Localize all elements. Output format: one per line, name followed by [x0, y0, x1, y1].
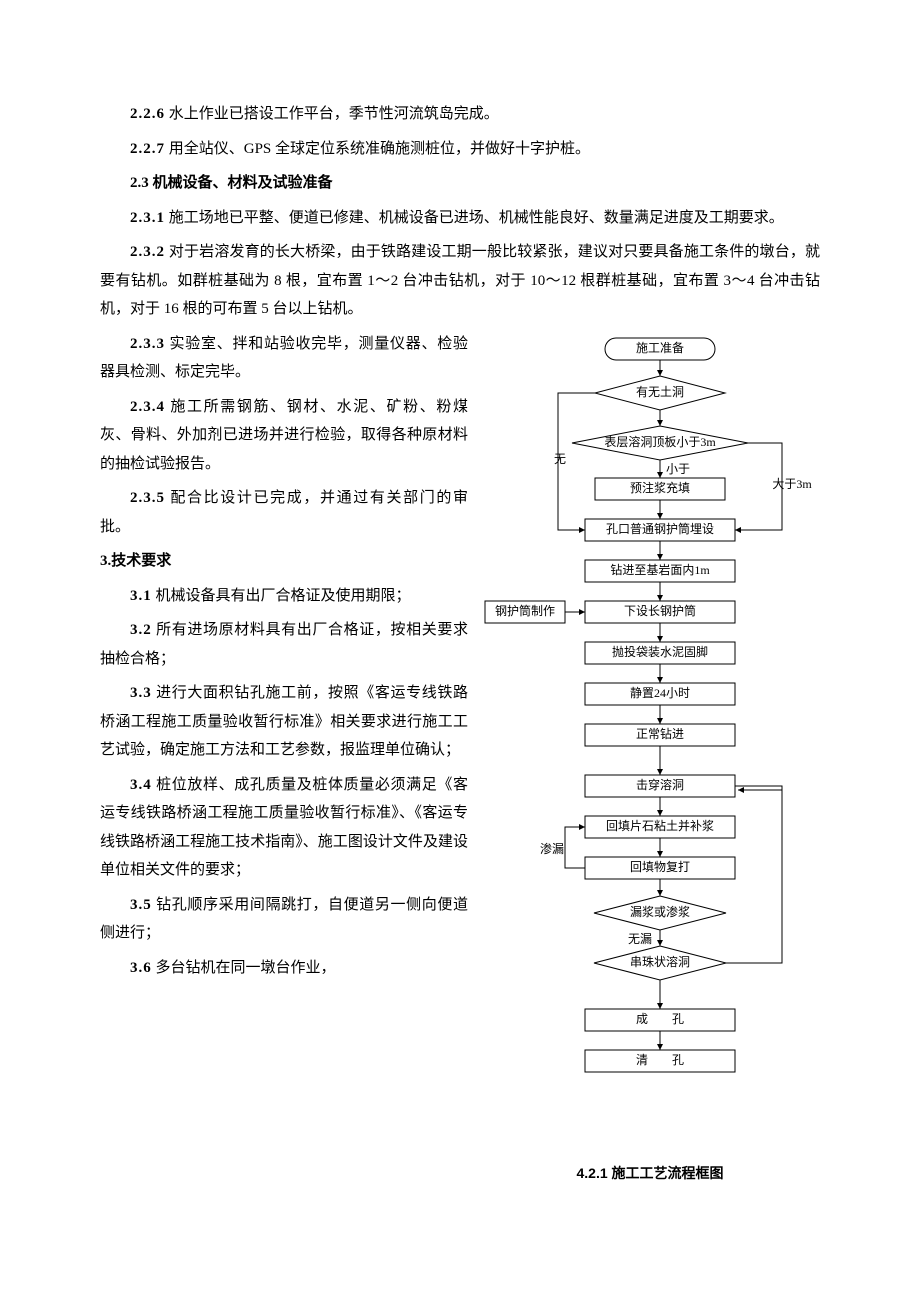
- num-35: 3.5: [130, 897, 152, 913]
- num-32: 3.2: [130, 622, 152, 638]
- figure-caption: 4.2.1 施工工艺流程框图: [480, 1160, 820, 1187]
- num-36: 3.6: [130, 960, 152, 976]
- flow-n6: 钻进至基岩面内1m: [610, 561, 710, 576]
- txt-227: 用全站仪、GPS 全球定位系统准确施测桩位，并做好十字护桩。: [165, 141, 590, 157]
- para-2-3-5: 2.3.5 配合比设计已完成，并通过有关部门的审批。: [100, 484, 468, 541]
- label-dayu: 大于3m: [772, 476, 812, 490]
- flow-n4: 预注浆充填: [630, 479, 690, 494]
- para-2-3-1: 2.3.1 施工场地已平整、便道已修建、机械设备已进场、机械性能良好、数量满足进…: [100, 204, 820, 233]
- two-column-region: 2.3.3 实验室、拌和站验收完毕，测量仪器、检验器具检测、标定完毕。 2.3.…: [100, 330, 820, 1187]
- num-233: 2.3.3: [130, 336, 165, 352]
- document-body: 2.2.6 水上作业已搭设工作平台，季节性河流筑岛完成。 2.2.7 用全站仪、…: [100, 100, 820, 1186]
- num-234: 2.3.4: [130, 399, 165, 415]
- para-3-1: 3.1 机械设备具有出厂合格证及使用期限；: [100, 582, 468, 611]
- heading-3: 3.技术要求: [100, 547, 468, 576]
- para-3-3: 3.3 进行大面积钻孔施工前，按照《客运专线铁路桥涵工程施工质量验收暂行标准》相…: [100, 679, 468, 765]
- txt-33: 进行大面积钻孔施工前，按照《客运专线铁路桥涵工程施工质量验收暂行标准》相关要求进…: [100, 685, 468, 758]
- label-wu1: 无: [554, 451, 566, 465]
- para-3-6: 3.6 多台钻机在同一墩台作业，: [100, 954, 468, 983]
- para-3-2: 3.2 所有进场原材料具有出厂合格证，按相关要求抽检合格；: [100, 616, 468, 673]
- flow-n11: 击穿溶洞: [636, 776, 684, 791]
- left-column: 2.3.3 实验室、拌和站验收完毕，测量仪器、检验器具检测、标定完毕。 2.3.…: [100, 330, 468, 989]
- flow-n1: 施工准备: [636, 340, 684, 354]
- num-227: 2.2.7: [130, 141, 165, 157]
- txt-36: 多台钻机在同一墩台作业，: [152, 960, 336, 976]
- label-shenlou: 渗漏: [540, 840, 564, 855]
- txt-226: 水上作业已搭设工作平台，季节性河流筑岛完成。: [165, 106, 499, 122]
- num-31: 3.1: [130, 588, 152, 604]
- txt-231: 施工场地已平整、便道已修建、机械设备已进场、机械性能良好、数量满足进度及工期要求…: [165, 210, 784, 226]
- label-xiaoyu: 小于: [666, 461, 690, 475]
- txt-32: 所有进场原材料具有出厂合格证，按相关要求抽检合格；: [100, 622, 468, 667]
- num-231: 2.3.1: [130, 210, 165, 226]
- txt-35: 钻孔顺序采用间隔跳打，自便道另一侧向便道侧进行；: [100, 897, 468, 942]
- flow-n3: 表层溶洞顶板小于3m: [604, 433, 716, 448]
- heading-2-3: 2.3 机械设备、材料及试验准备: [100, 169, 820, 198]
- flow-n12: 回填片石粘土并补浆: [606, 817, 714, 832]
- flow-n17: 清 孔: [636, 1052, 684, 1066]
- flow-n5: 孔口普通钢护筒埋设: [606, 520, 714, 535]
- flow-n9: 静置24小时: [630, 685, 690, 699]
- para-2-3-2: 2.3.2 对于岩溶发育的长大桥梁，由于铁路建设工期一般比较紧张，建议对只要具备…: [100, 238, 820, 324]
- para-3-5: 3.5 钻孔顺序采用间隔跳打，自便道另一侧向便道侧进行；: [100, 891, 468, 948]
- right-column: 施工准备 有无土洞 表层溶洞顶板小于3m 无 小于: [480, 330, 820, 1187]
- para-3-4: 3.4 桩位放样、成孔质量及桩体质量必须满足《客运专线铁路桥涵工程施工质量验收暂…: [100, 771, 468, 885]
- num-226: 2.2.6: [130, 106, 165, 122]
- para-2-3-3: 2.3.3 实验室、拌和站验收完毕，测量仪器、检验器具检测、标定完毕。: [100, 330, 468, 387]
- flow-n2: 有无土洞: [636, 384, 684, 398]
- txt-232: 对于岩溶发育的长大桥梁，由于铁路建设工期一般比较紧张，建议对只要具备施工条件的墩…: [100, 244, 820, 317]
- flow-n16: 成 孔: [636, 1011, 684, 1025]
- num-232: 2.3.2: [130, 244, 165, 260]
- para-2-3-4: 2.3.4 施工所需钢筋、钢材、水泥、矿粉、粉煤灰、骨料、外加剂已进场并进行检验…: [100, 393, 468, 479]
- flow-n7: 下设长钢护筒: [624, 602, 696, 617]
- h3-text: 3.技术要求: [100, 553, 171, 569]
- txt-31: 机械设备具有出厂合格证及使用期限；: [152, 588, 411, 604]
- num-33: 3.3: [130, 685, 152, 701]
- para-2-2-7: 2.2.7 用全站仪、GPS 全球定位系统准确施测桩位，并做好十字护桩。: [100, 135, 820, 164]
- flow-n15: 串珠状溶洞: [630, 953, 690, 968]
- flowchart-svg: 施工准备 有无土洞 表层溶洞顶板小于3m 无 小于: [480, 330, 820, 1150]
- num-235: 2.3.5: [130, 490, 165, 506]
- flow-n13: 回填物复打: [630, 859, 690, 873]
- h23-text: 2.3 机械设备、材料及试验准备: [130, 175, 333, 191]
- flow-side: 钢护筒制作: [495, 602, 555, 617]
- num-34: 3.4: [130, 777, 152, 793]
- flow-n10: 正常钻进: [636, 725, 684, 740]
- para-2-2-6: 2.2.6 水上作业已搭设工作平台，季节性河流筑岛完成。: [100, 100, 820, 129]
- flow-n8: 抛投袋装水泥固脚: [612, 643, 708, 658]
- flow-n14: 漏浆或渗浆: [630, 903, 690, 918]
- txt-34: 桩位放样、成孔质量及桩体质量必须满足《客运专线铁路桥涵工程施工质量验收暂行标准》…: [100, 777, 468, 879]
- label-wulou: 无漏: [628, 931, 652, 945]
